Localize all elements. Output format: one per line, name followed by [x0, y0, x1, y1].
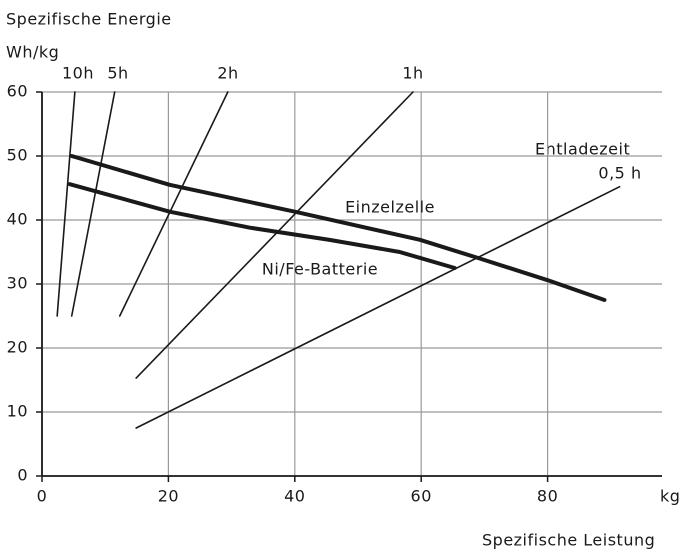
data-line: [56, 91, 76, 317]
series-label: 1h: [402, 64, 423, 83]
y-tick-label: 50: [7, 146, 28, 165]
data-line: [135, 185, 621, 429]
y-tick-label: 40: [7, 210, 28, 229]
y-tick-label: 0: [17, 466, 28, 485]
y-tick-label: 10: [7, 402, 28, 421]
series-label: 0,5 h: [598, 164, 641, 183]
series-label: Einzelzelle: [345, 198, 435, 217]
y-tick-label: 20: [7, 338, 28, 357]
series-label: 5h: [107, 64, 128, 83]
annotation: Entladezeit: [535, 140, 630, 159]
x-axis-unit: kg: [660, 487, 680, 506]
y-axis-label: Wh/kg: [6, 43, 59, 62]
series-label: 10h: [62, 64, 94, 83]
series-label: Ni/Fe-Batterie: [262, 260, 378, 279]
x-tick-label: 80: [537, 487, 558, 506]
data-line: [135, 91, 414, 379]
x-tick-label: 40: [284, 487, 305, 506]
x-tick-label: 20: [158, 487, 179, 506]
y-tick-label: 60: [7, 82, 28, 101]
chart-title: Spezifische Energie: [6, 10, 172, 29]
data-line: [69, 154, 607, 302]
x-axis-label: Spezifische Leistung: [482, 531, 655, 550]
y-tick-label: 30: [7, 274, 28, 293]
x-tick-label: 60: [411, 487, 432, 506]
data-line: [70, 91, 116, 317]
series-label: 2h: [217, 64, 238, 83]
data-line: [67, 182, 457, 270]
data-line: [118, 91, 229, 317]
x-tick-label: 0: [37, 487, 48, 506]
